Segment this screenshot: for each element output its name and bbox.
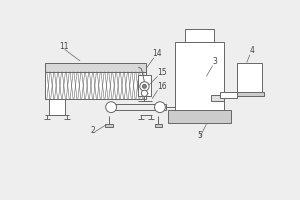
Circle shape bbox=[142, 84, 146, 88]
Bar bbox=[154, 124, 162, 127]
Bar bbox=[49, 99, 64, 115]
Bar bbox=[45, 62, 146, 72]
Bar bbox=[185, 29, 214, 42]
Circle shape bbox=[140, 82, 149, 91]
Bar bbox=[138, 75, 151, 96]
Circle shape bbox=[154, 102, 165, 113]
Bar bbox=[211, 95, 224, 101]
Text: 16: 16 bbox=[158, 82, 167, 91]
Bar bbox=[236, 92, 264, 96]
Text: 11: 11 bbox=[59, 42, 69, 51]
Bar bbox=[220, 92, 238, 98]
Bar bbox=[168, 110, 231, 123]
Text: 14: 14 bbox=[152, 49, 162, 58]
Circle shape bbox=[141, 90, 148, 96]
Bar bbox=[176, 42, 224, 110]
Text: 3: 3 bbox=[213, 57, 218, 66]
Circle shape bbox=[106, 102, 117, 113]
Bar bbox=[45, 72, 146, 99]
Text: 2: 2 bbox=[90, 126, 95, 135]
Text: 15: 15 bbox=[158, 68, 167, 77]
Bar bbox=[161, 104, 166, 110]
Text: 5: 5 bbox=[197, 131, 202, 140]
Bar bbox=[238, 62, 262, 93]
Text: 4: 4 bbox=[250, 46, 255, 55]
Bar bbox=[105, 124, 113, 127]
